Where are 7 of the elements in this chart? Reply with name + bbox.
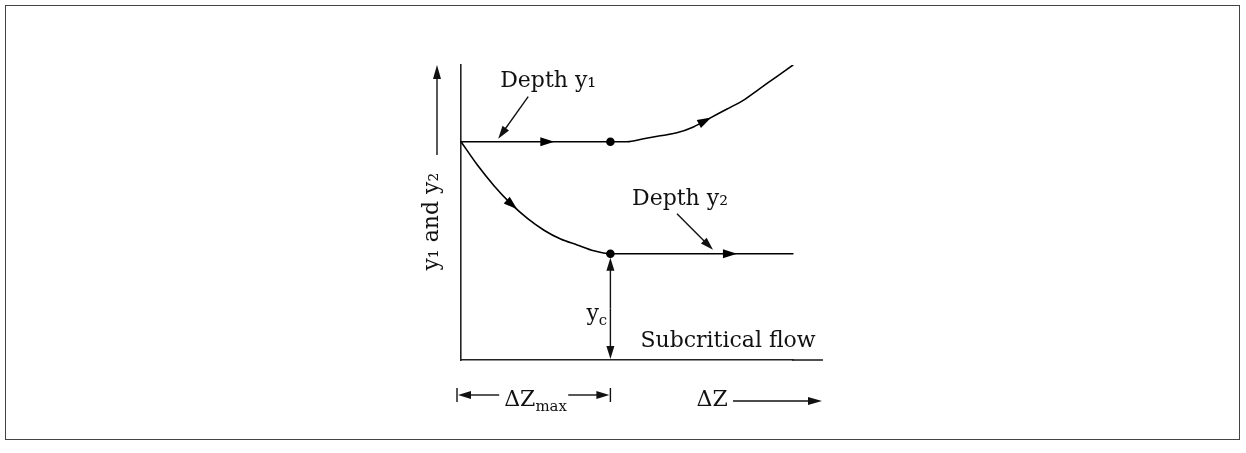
text: ΔZ$_{max}$: [504, 385, 567, 415]
annotation: Subcritical flow: [640, 326, 816, 352]
annotation: y$_{c}$: [586, 299, 608, 329]
x-axis-title: ΔZ: [696, 385, 728, 411]
y-axis-title: y₁ and y₂: [418, 172, 444, 271]
series-label: Depth y₂: [632, 185, 728, 211]
text: Depth y₁: [500, 67, 597, 93]
